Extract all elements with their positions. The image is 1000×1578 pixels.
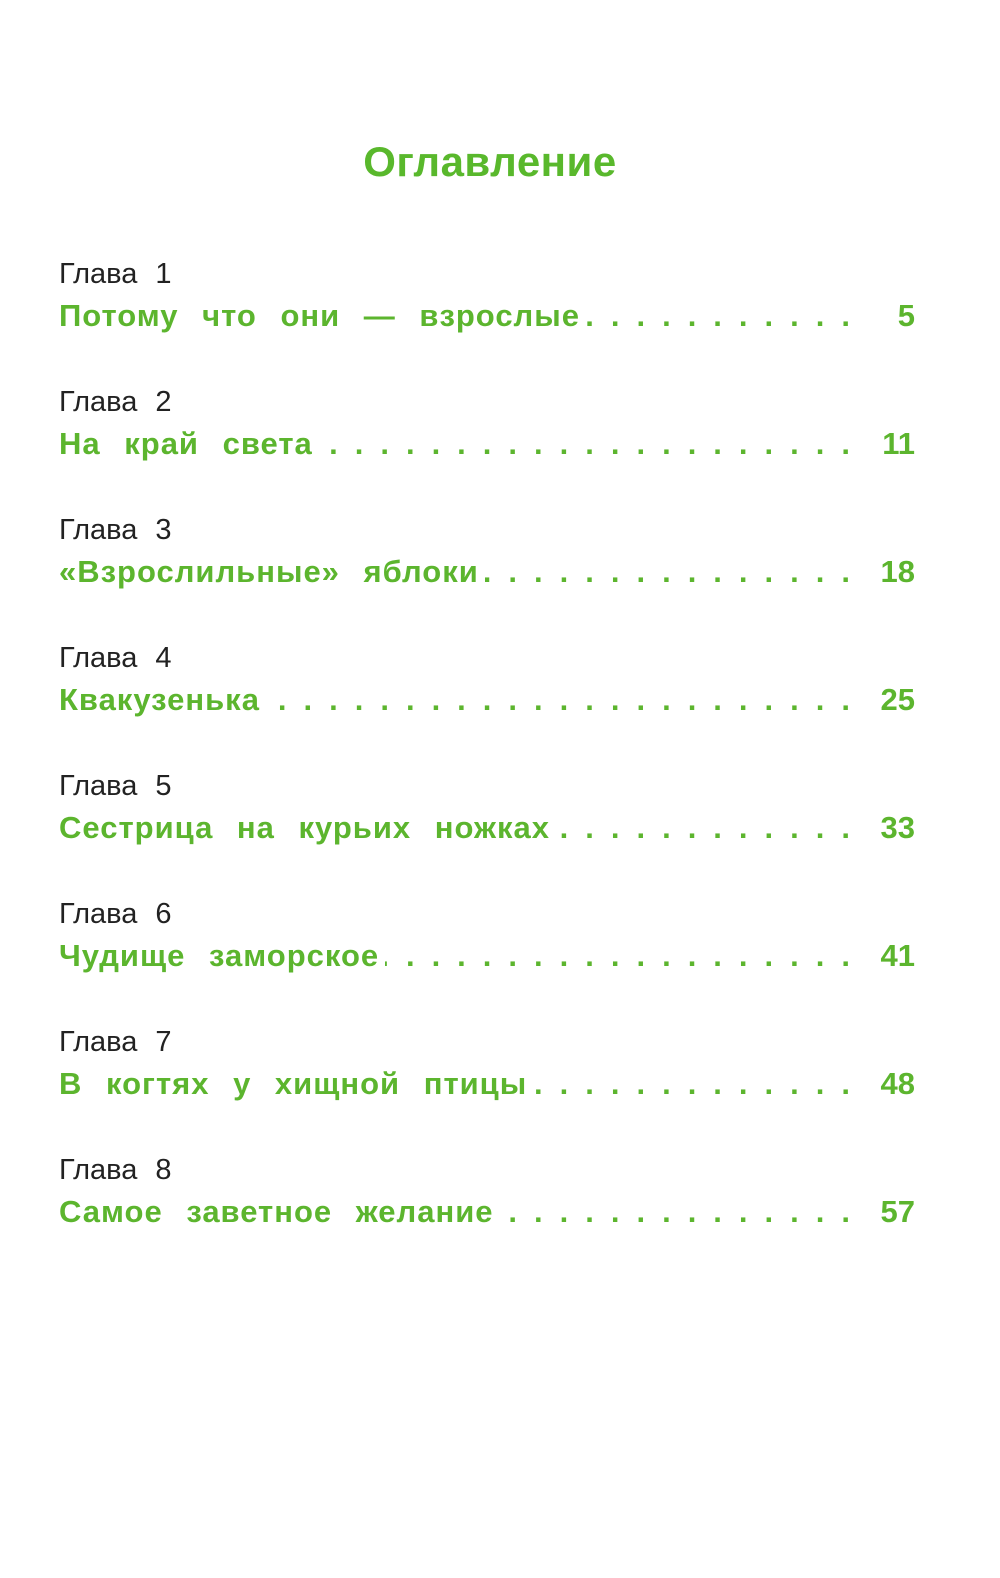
- chapter-row[interactable]: Сестрица на курьих ножках ..............…: [59, 810, 915, 850]
- chapter-label: Глава 5: [59, 770, 172, 802]
- chapter-row[interactable]: Потому что они — взрослые ..............…: [59, 298, 915, 338]
- dot-leader: ........................................…: [499, 1194, 867, 1229]
- chapter-title: «Взрослильные» яблоки: [59, 554, 479, 589]
- dot-leader: ........................................…: [266, 682, 867, 717]
- chapter-title: На край света: [59, 426, 313, 461]
- chapter-row[interactable]: Чудище заморское .......................…: [59, 938, 915, 978]
- chapter-label: Глава 2: [59, 386, 172, 418]
- page-number: 25: [880, 682, 915, 717]
- dot-leader: ........................................…: [484, 554, 867, 589]
- page-number: 5: [897, 298, 915, 333]
- chapter-row[interactable]: На край света ..........................…: [59, 426, 915, 466]
- chapter-label: Глава 6: [59, 898, 172, 930]
- toc-entry: Глава 2 На край света ..................…: [59, 386, 915, 514]
- toc-entry: Глава 1 Потому что они — взрослые ......…: [59, 258, 915, 386]
- chapter-title: Сестрица на курьих ножках: [59, 810, 550, 845]
- chapter-row[interactable]: «Взрослильные» яблоки ..................…: [59, 554, 915, 594]
- chapter-row[interactable]: Самое заветное желание .................…: [59, 1194, 915, 1234]
- page-number: 48: [880, 1066, 915, 1101]
- toc-entry: Глава 4 Квакузенька ....................…: [59, 642, 915, 770]
- chapter-label: Глава 4: [59, 642, 172, 674]
- page-number: 41: [880, 938, 915, 973]
- page-number: 33: [880, 810, 915, 845]
- page-number: 18: [880, 554, 915, 589]
- chapter-label: Глава 3: [59, 514, 172, 546]
- dot-leader: ........................................…: [533, 1066, 867, 1101]
- chapter-title: Самое заветное желание: [59, 1194, 494, 1229]
- chapter-label: Глава 8: [59, 1154, 172, 1186]
- chapter-label: Глава 1: [59, 258, 172, 290]
- dot-leader: ........................................…: [385, 938, 867, 973]
- chapter-title: В когтях у хищной птицы: [59, 1066, 528, 1101]
- chapter-label: Глава 7: [59, 1026, 172, 1058]
- chapter-row[interactable]: В когтях у хищной птицы ................…: [59, 1066, 915, 1106]
- chapter-row[interactable]: Квакузенька ............................…: [59, 682, 915, 722]
- dot-leader: ........................................…: [585, 298, 867, 333]
- chapter-title: Потому что они — взрослые: [59, 298, 580, 333]
- dot-leader: ........................................…: [318, 426, 867, 461]
- toc-entry: Глава 8 Самое заветное желание .........…: [59, 1154, 915, 1282]
- dot-leader: ........................................…: [556, 810, 867, 845]
- toc-entry: Глава 3 «Взрослильные» яблоки ..........…: [59, 514, 915, 642]
- table-of-contents: Глава 1 Потому что они — взрослые ......…: [59, 258, 915, 1282]
- chapter-title: Квакузенька: [59, 682, 260, 717]
- toc-entry: Глава 5 Сестрица на курьих ножках ......…: [59, 770, 915, 898]
- page-number: 57: [880, 1194, 915, 1229]
- page-title: Оглавление: [363, 138, 617, 185]
- toc-entry: Глава 7 В когтях у хищной птицы ........…: [59, 1026, 915, 1154]
- chapter-title: Чудище заморское: [59, 938, 380, 973]
- page-number: 11: [882, 426, 915, 461]
- toc-entry: Глава 6 Чудище заморское ...............…: [59, 898, 915, 1026]
